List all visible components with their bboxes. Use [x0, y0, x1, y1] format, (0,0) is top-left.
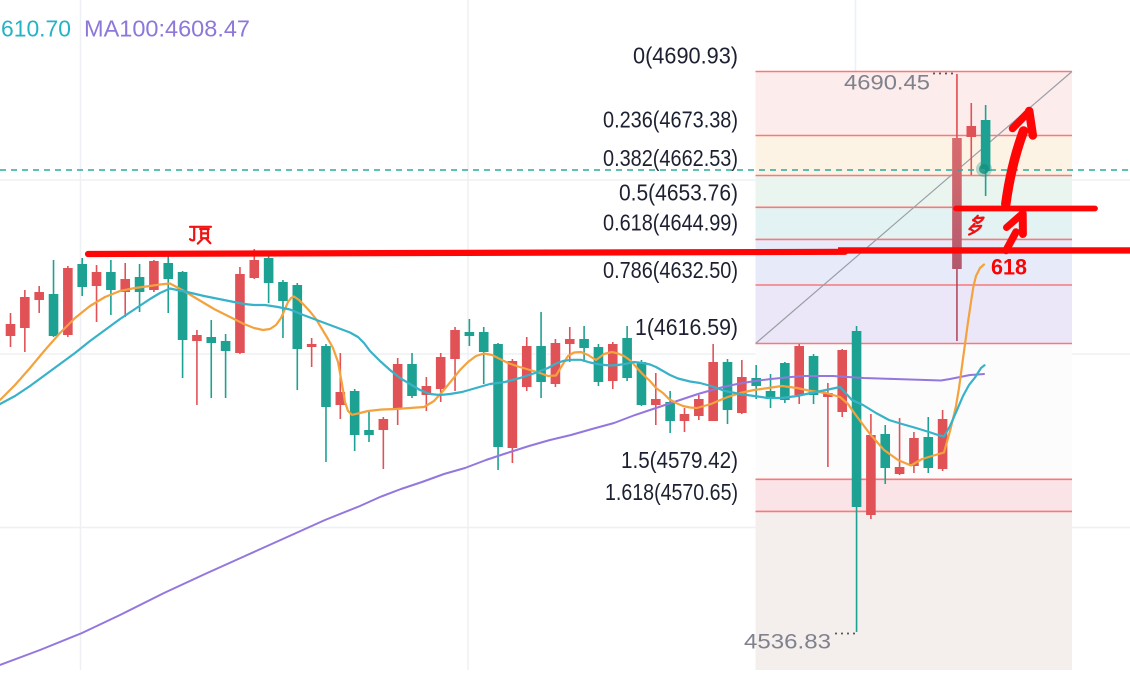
svg-text:1.5(4579.42): 1.5(4579.42): [621, 447, 738, 473]
svg-text:0.786(4632.50): 0.786(4632.50): [603, 257, 738, 283]
svg-text:4690.45: 4690.45: [844, 72, 930, 95]
svg-text:1.618(4570.65): 1.618(4570.65): [605, 479, 738, 505]
svg-text:618: 618: [991, 254, 1027, 279]
svg-text:4536.83: 4536.83: [744, 631, 831, 654]
svg-text:0.618(4644.99): 0.618(4644.99): [603, 210, 738, 236]
svg-text:0(4690.93): 0(4690.93): [633, 43, 738, 69]
svg-text:0.5(4653.76): 0.5(4653.76): [619, 179, 738, 205]
svg-text:MA100:4608.47: MA100:4608.47: [84, 16, 250, 42]
svg-text:1(4616.59): 1(4616.59): [635, 314, 738, 340]
svg-text:0.236(4673.38): 0.236(4673.38): [603, 107, 738, 133]
svg-text:0.382(4662.53): 0.382(4662.53): [603, 145, 738, 171]
svg-text:610.70: 610.70: [1, 16, 71, 42]
